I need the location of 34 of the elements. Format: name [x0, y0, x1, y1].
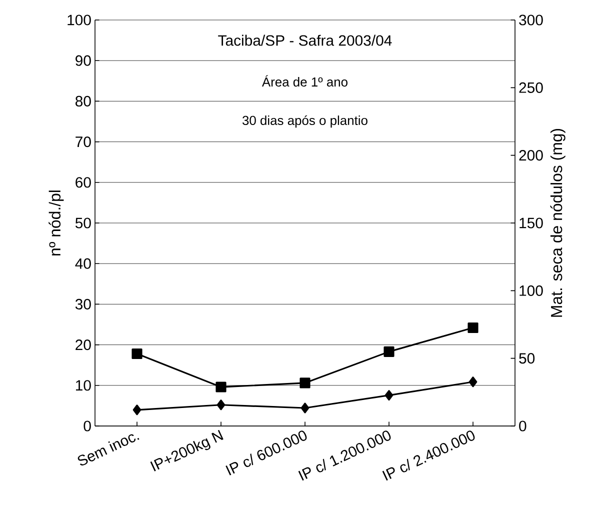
point	[300, 402, 310, 414]
text: Área de 1º ano	[262, 75, 348, 87]
annotation: 30 dias após o plantio	[242, 115, 368, 128]
y-tick-label: 100	[68, 14, 91, 26]
y-tick-label: 20	[76, 340, 91, 350]
y2-tick-label: 50	[519, 353, 535, 364]
y-tick-label: 90	[76, 55, 91, 66]
y-axis-title: nº nód./pl	[48, 190, 64, 256]
point	[216, 382, 226, 392]
y-tick-label: 60	[76, 177, 91, 188]
y-tick-label: 30	[75, 298, 91, 310]
point	[384, 346, 394, 357]
y2-tick-label: 200	[519, 150, 543, 161]
y2-tick-label: 300	[519, 14, 543, 26]
y-tick-label: 0	[84, 420, 91, 432]
y2-tick-label: 150	[520, 218, 543, 228]
point	[132, 348, 142, 360]
point	[132, 404, 142, 416]
point	[300, 378, 310, 388]
y2-tick-label: 100	[520, 285, 543, 296]
y2-axis-title: Mat. seca de nódulos (mg)	[550, 128, 566, 317]
point	[468, 322, 478, 334]
point	[468, 376, 478, 388]
point	[384, 390, 394, 401]
y-tick-label: 10	[76, 380, 91, 391]
y-tick-label: 40	[75, 258, 91, 269]
y-tick-label: 70	[76, 136, 91, 148]
x-tick-label: Sem inoc.	[78, 434, 140, 466]
text: Taciba/SP - Safra 2003/04	[218, 34, 392, 46]
point	[216, 400, 226, 410]
y-tick-label: 80	[76, 96, 91, 106]
y2-tick-label: 0	[519, 420, 526, 432]
y2-tick-label: 250	[519, 82, 543, 93]
y-tick-label: 50	[75, 218, 91, 228]
